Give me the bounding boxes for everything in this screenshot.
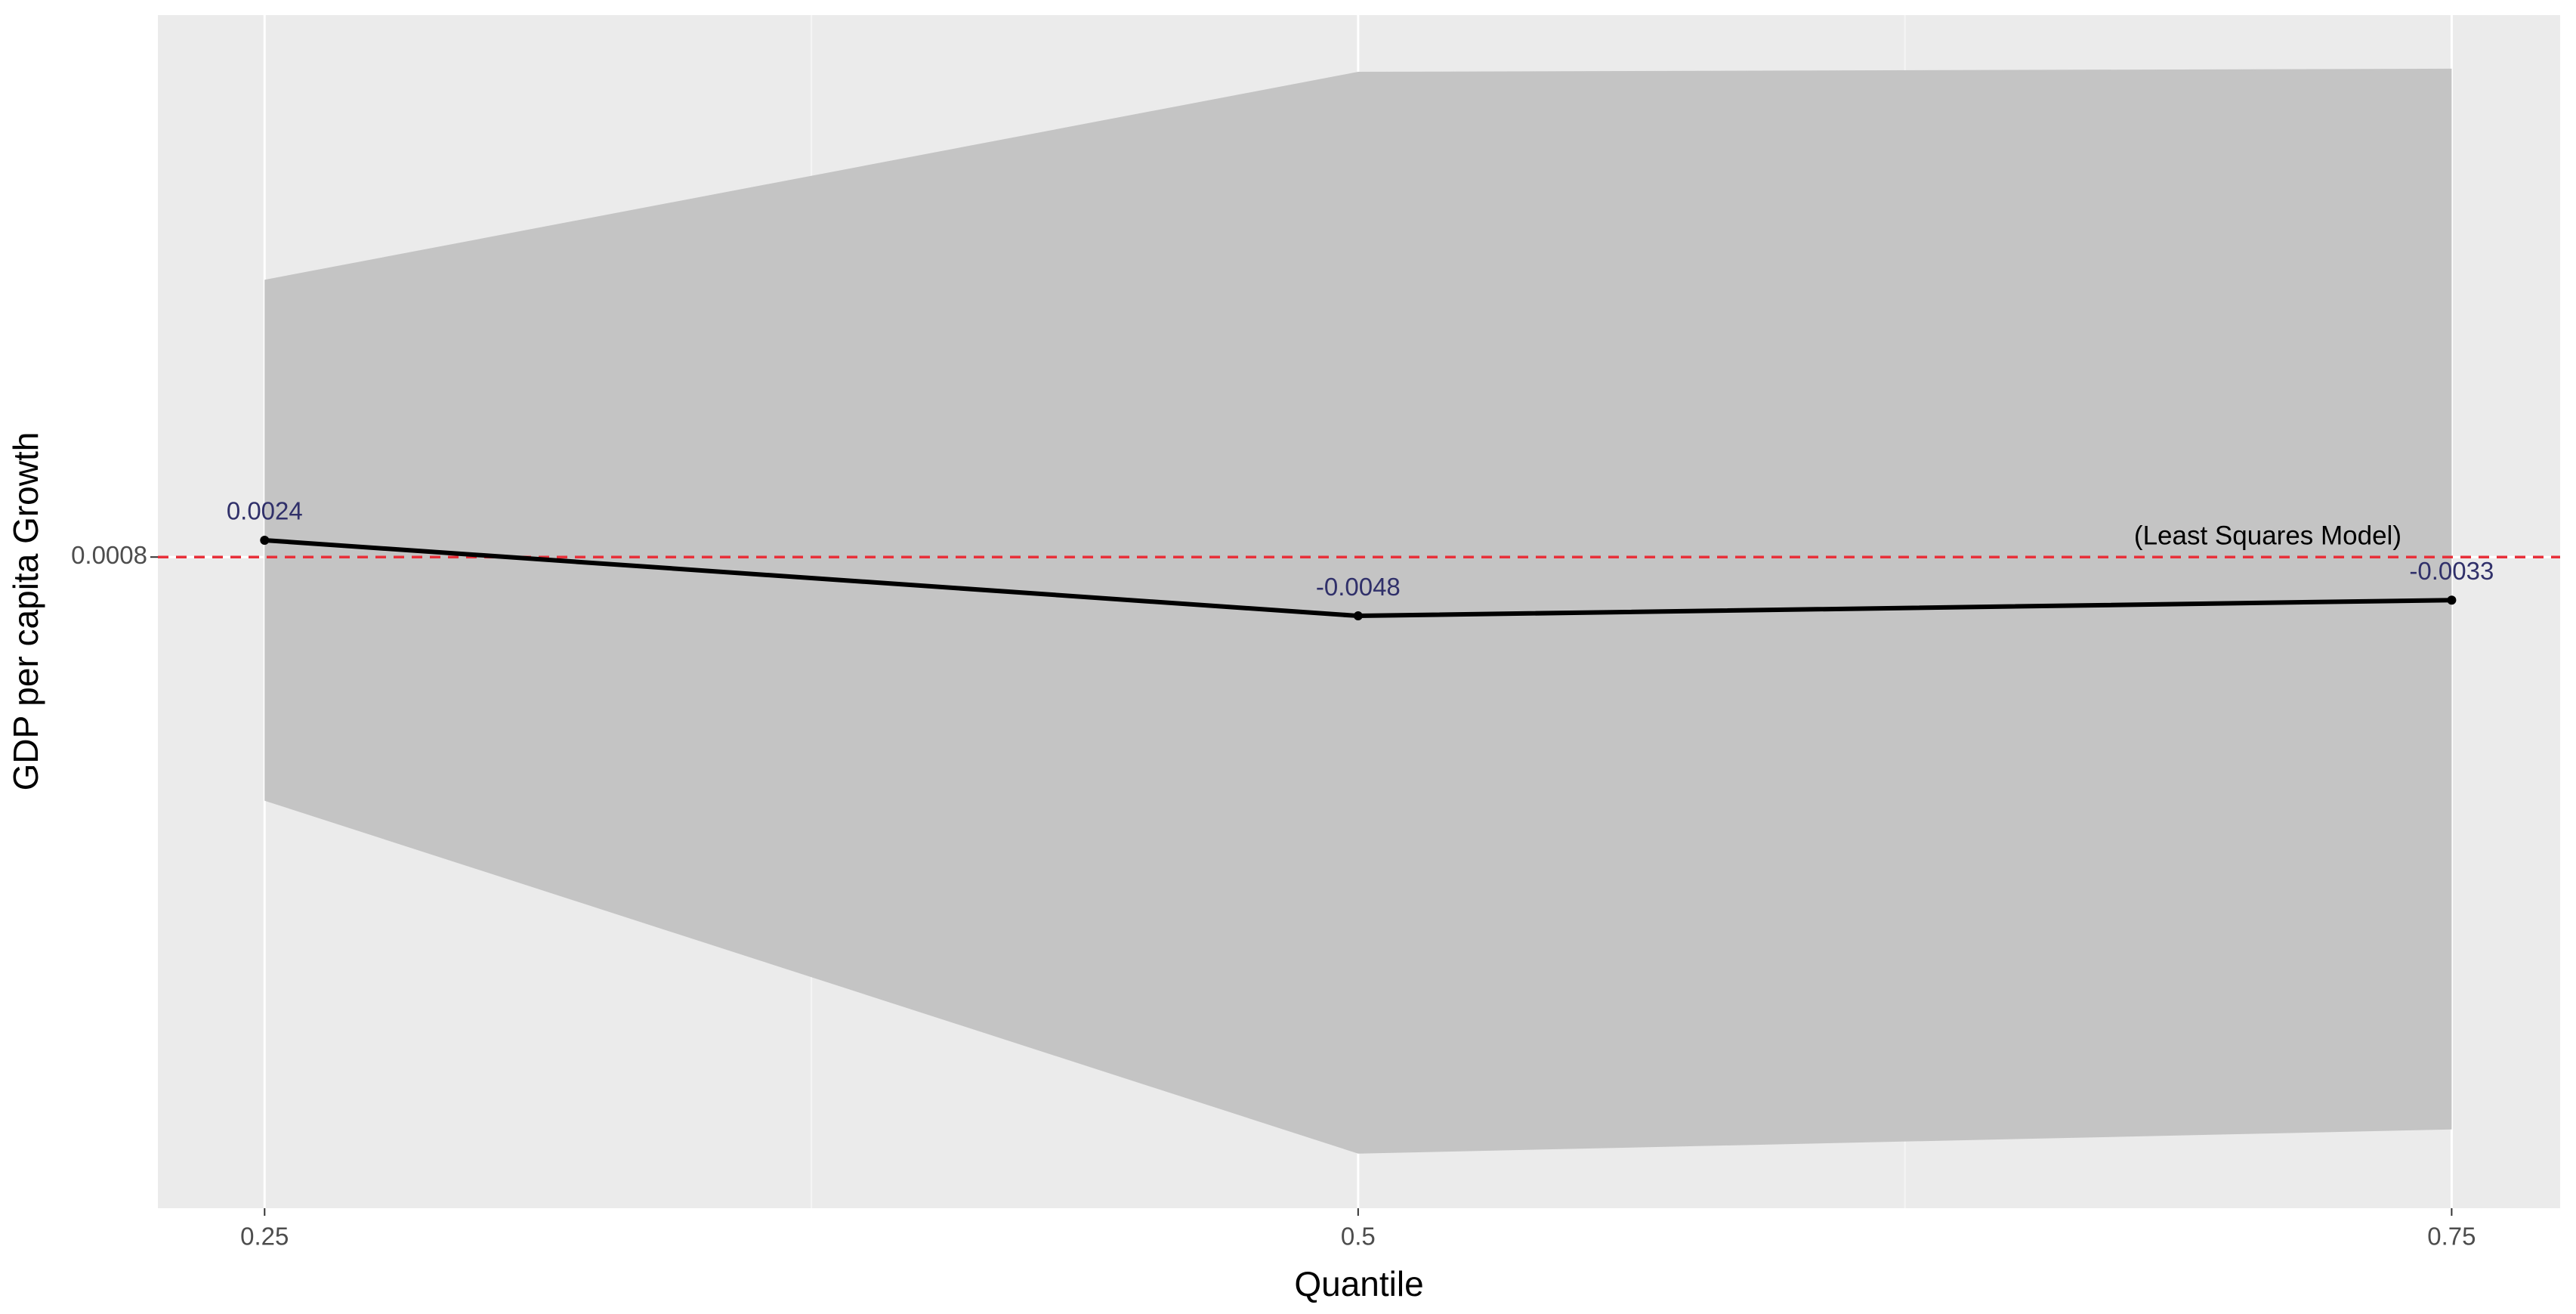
x-tick-label: 0.5 bbox=[1341, 1223, 1376, 1251]
data-label: -0.0048 bbox=[1316, 573, 1401, 601]
confidence-ribbon bbox=[264, 68, 2452, 1154]
point bbox=[260, 535, 270, 545]
x-axis-title: Quantile bbox=[1294, 1264, 1423, 1303]
data-label: 0.0024 bbox=[227, 497, 303, 525]
x-tick-label: 0.25 bbox=[240, 1223, 289, 1251]
x-tick-label: 0.75 bbox=[2427, 1223, 2476, 1251]
annotation: (Least Squares Model) bbox=[2134, 521, 2401, 550]
y-axis-title: GDP per capita Growth bbox=[6, 432, 45, 791]
point bbox=[1353, 611, 1363, 621]
y-tick-label: 0.0008 bbox=[71, 541, 147, 569]
data-label: -0.0033 bbox=[2409, 557, 2494, 585]
point bbox=[2447, 595, 2457, 605]
